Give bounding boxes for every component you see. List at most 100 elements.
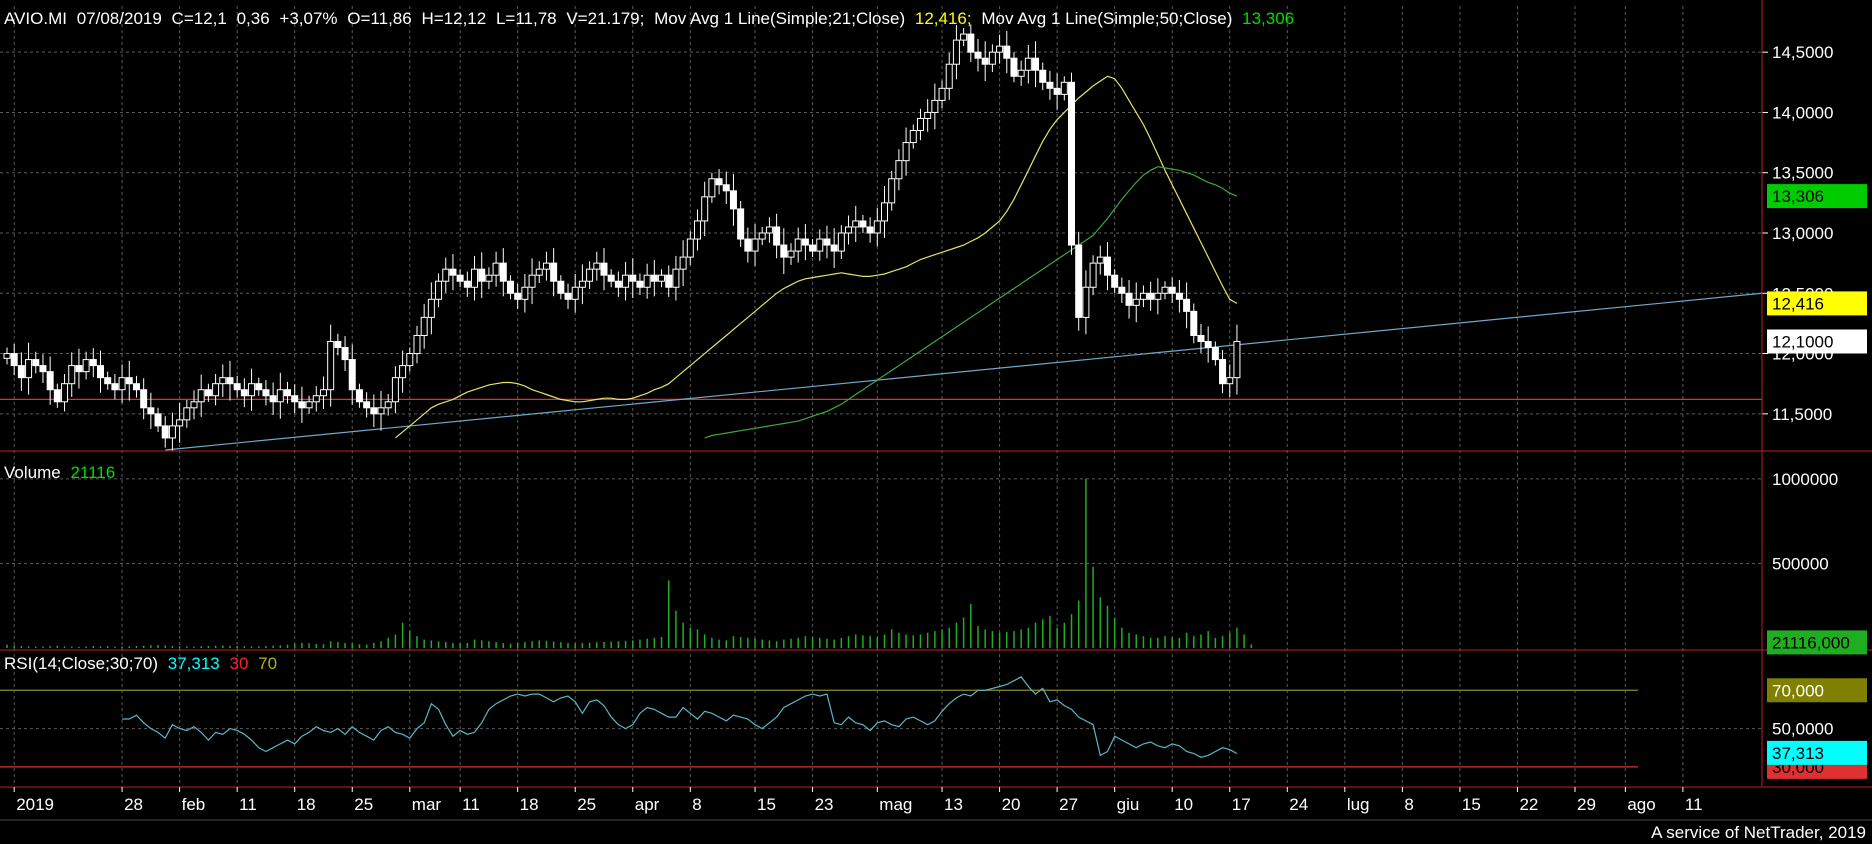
candle-body [82, 359, 90, 373]
candle-body [111, 383, 119, 391]
candle [614, 271, 622, 297]
candle [68, 352, 76, 397]
candle [952, 25, 960, 80]
candle [463, 271, 471, 297]
candle-body [881, 202, 888, 222]
candle-body [17, 365, 25, 379]
candle-body [485, 274, 493, 282]
candle-body [262, 389, 270, 397]
candle-body [32, 359, 40, 367]
candle [794, 227, 802, 263]
candle [1197, 324, 1205, 353]
candle-body [916, 117, 924, 132]
candle-body [1046, 81, 1054, 89]
candle-body [399, 365, 407, 379]
candle [226, 360, 234, 401]
rsi-legend-high: 70 [258, 654, 277, 673]
candle [528, 258, 536, 305]
candle-body [319, 389, 327, 397]
candle-body [435, 280, 443, 300]
candle-body [765, 226, 773, 234]
candle [650, 260, 658, 297]
candle-body [607, 274, 615, 282]
candle [399, 350, 407, 393]
date-label-14: mag [879, 795, 912, 814]
candle-body [600, 262, 608, 276]
candle [686, 231, 694, 265]
candle [1139, 285, 1147, 308]
candle [168, 412, 176, 452]
candle-body [996, 45, 1004, 53]
candle-body [729, 190, 737, 210]
candle-body [830, 244, 838, 252]
candle [312, 386, 320, 412]
date-label-15: 13 [944, 795, 963, 814]
rsi-legend-low: 30 [230, 654, 249, 673]
candle [542, 251, 550, 281]
candle-body [823, 238, 831, 246]
candle [1219, 349, 1227, 394]
candle-body [154, 413, 162, 427]
candle [305, 395, 313, 414]
ma50-value-box: 13,306 [1767, 184, 1867, 209]
candle [183, 399, 191, 428]
candle [197, 374, 205, 417]
volume-legend-value: 21116 [70, 463, 115, 482]
candle-body [1082, 286, 1090, 318]
date-label-9: 25 [577, 795, 596, 814]
candle-body [226, 377, 234, 385]
footer-credit: A service of NetTrader, 2019 [1651, 823, 1866, 842]
candle-body [1032, 57, 1040, 71]
candle [1060, 76, 1068, 101]
date-label-1: 28 [124, 795, 143, 814]
candle-body [147, 407, 155, 415]
candle [32, 351, 40, 374]
candle [600, 248, 608, 291]
candle [916, 108, 924, 141]
candle-body [284, 389, 292, 397]
candle [629, 258, 637, 299]
candle-body [845, 226, 853, 234]
candle [111, 374, 119, 400]
candle [902, 127, 910, 176]
candle-body [25, 359, 33, 379]
candle [104, 371, 112, 390]
rsi-line [122, 676, 1238, 758]
candle [456, 269, 464, 288]
candle [377, 390, 385, 431]
candle [514, 283, 522, 309]
candle-body [780, 244, 788, 258]
volume-legend-label: Volume [4, 463, 61, 482]
date-label-26: 29 [1577, 795, 1596, 814]
candle-body [449, 268, 457, 276]
date-label-11: 8 [692, 795, 701, 814]
candle [97, 350, 105, 393]
candle [873, 207, 881, 247]
candle-body [132, 383, 140, 391]
candle [125, 360, 133, 401]
candle [765, 217, 773, 243]
candle-body [751, 238, 759, 252]
candle-body [542, 262, 550, 270]
candle-body [183, 407, 191, 421]
candle-body [902, 142, 910, 162]
ma21-value-box-text: 12,416 [1772, 294, 1824, 313]
candle [25, 342, 33, 395]
candle-body [514, 292, 522, 300]
candle-body [212, 383, 220, 397]
candle [348, 344, 356, 405]
candle-body [931, 99, 939, 113]
candle [1053, 73, 1061, 110]
price-axis-label-3: 13,0000 [1772, 224, 1833, 243]
candle [578, 264, 586, 305]
candle [485, 267, 493, 290]
volume-panel [6, 478, 1253, 648]
candle [132, 375, 140, 398]
candle-body [593, 262, 601, 270]
candle [729, 173, 737, 226]
candle-body [636, 280, 644, 288]
volume-last-box-bg [1767, 630, 1867, 655]
candle-body [89, 359, 97, 367]
candle-body [255, 383, 263, 391]
candle [550, 248, 558, 297]
